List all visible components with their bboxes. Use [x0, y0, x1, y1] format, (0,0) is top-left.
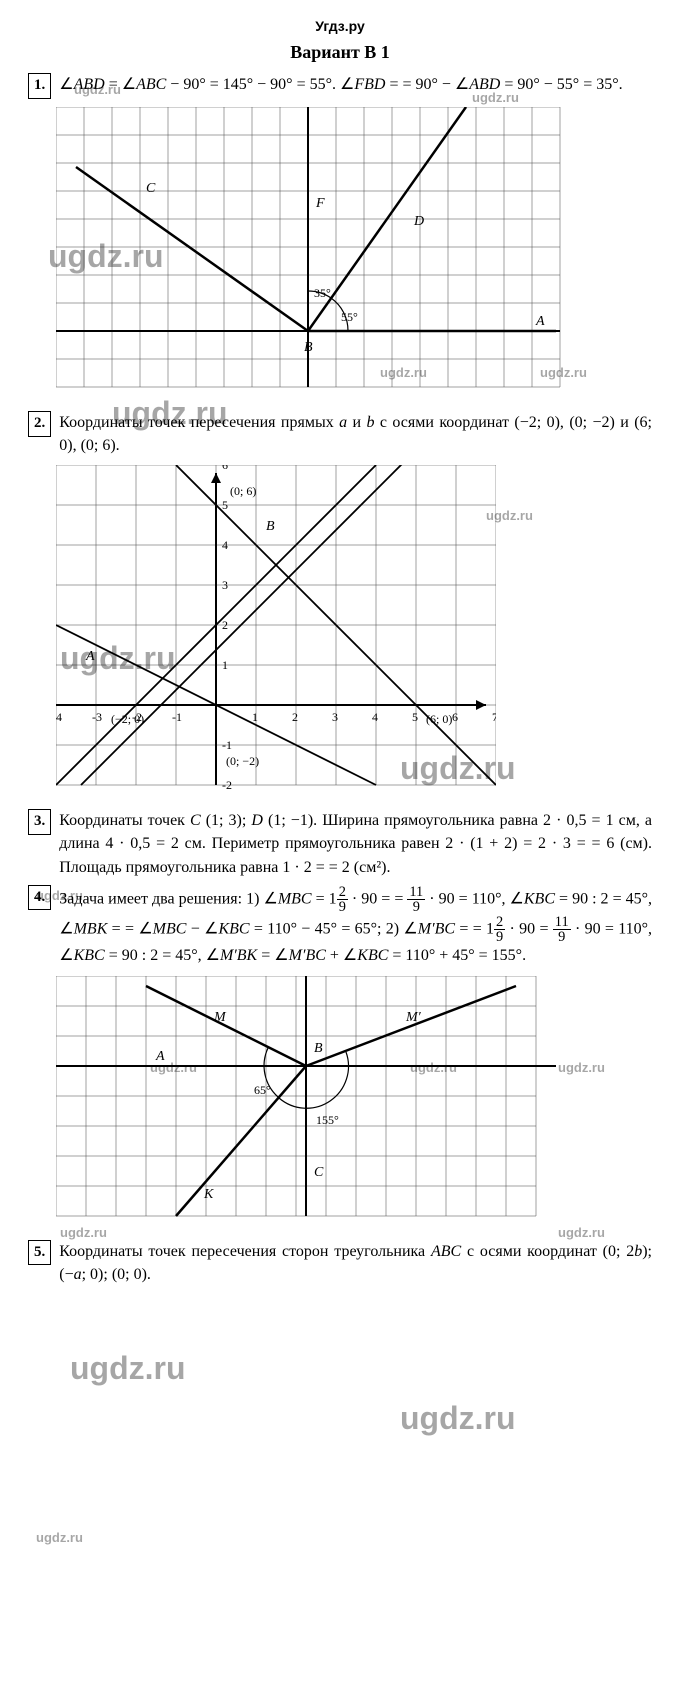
fig3-label-b: B	[314, 1041, 323, 1056]
svg-text:6: 6	[452, 710, 458, 724]
problem-5-num: 5.	[28, 1240, 51, 1266]
problem-4-body: Задача имеет два решения: 1) ∠MBC = 129 …	[59, 885, 652, 968]
fig2-label-0m2: (0; −2)	[226, 754, 259, 768]
fig3-label-k: K	[203, 1187, 214, 1202]
svg-text:7: 7	[492, 710, 496, 724]
svg-text:2: 2	[292, 710, 298, 724]
fig2-label-b: B	[266, 519, 275, 534]
fig3-label-mp: M′	[405, 1010, 422, 1025]
fig3-label-a: A	[155, 1049, 165, 1064]
fig1-label-a: A	[535, 314, 545, 329]
problem-2: 2. Координаты точек пересечения прямых a…	[28, 411, 652, 457]
problem-3: 3. Координаты точек C (1; 3); D (1; −1).…	[28, 809, 652, 879]
watermark: ugdz.ru	[60, 1225, 107, 1240]
figure-1: C F D B A 35° 55°	[56, 107, 652, 397]
svg-text:3: 3	[222, 578, 228, 592]
fig1-label-c: C	[146, 181, 156, 196]
problem-1: 1. ∠ABD = ∠ABC − 90° = 145° − 90° = 55°.…	[28, 73, 652, 99]
fig1-angle-35: 35°	[314, 286, 331, 300]
svg-text:-4: -4	[56, 710, 62, 724]
svg-text:-2: -2	[222, 778, 232, 792]
watermark: ugdz.ru	[70, 1350, 186, 1387]
fig3-angle-155: 155°	[316, 1113, 339, 1127]
svg-text:3: 3	[332, 710, 338, 724]
fig3-angle-65: 65°	[254, 1083, 271, 1097]
problem-5: 5. Координаты точек пересечения сторон т…	[28, 1240, 652, 1286]
svg-text:4: 4	[222, 538, 228, 552]
fig1-angle-55: 55°	[341, 310, 358, 324]
problem-1-num: 1.	[28, 73, 51, 99]
fig2-label-a: A	[85, 649, 95, 664]
problem-4: 4. Задача имеет два решения: 1) ∠MBC = 1…	[28, 885, 652, 968]
watermark: ugdz.ru	[558, 1225, 605, 1240]
variant-title: Вариант В 1	[28, 42, 652, 63]
fig3-label-m: M	[213, 1010, 227, 1025]
fig1-label-b: B	[304, 340, 313, 355]
figure-3-svg: M M′ A B K C 65° 155°	[56, 976, 556, 1226]
svg-text:-2: -2	[132, 710, 142, 724]
problem-2-num: 2.	[28, 411, 51, 437]
fig3-label-c: C	[314, 1165, 324, 1180]
svg-text:4: 4	[372, 710, 378, 724]
figure-2-svg: (0; 6) A B (−2; 0) (0; −2) (6; 0) -4-3-2…	[56, 465, 496, 795]
problem-2-body: Координаты точек пересечения прямых a и …	[59, 411, 652, 457]
site-header: Угдз.ру	[28, 18, 652, 34]
svg-text:2: 2	[222, 618, 228, 632]
watermark: ugdz.ru	[400, 1400, 516, 1437]
figure-3: M M′ A B K C 65° 155°	[56, 976, 652, 1226]
svg-text:-3: -3	[92, 710, 102, 724]
svg-text:1: 1	[252, 710, 258, 724]
figure-2: (0; 6) A B (−2; 0) (0; −2) (6; 0) -4-3-2…	[56, 465, 652, 795]
svg-text:6: 6	[222, 465, 228, 472]
svg-text:1: 1	[222, 658, 228, 672]
fig2-label-06: (0; 6)	[230, 484, 256, 498]
problem-5-body: Координаты точек пересечения сторон треу…	[59, 1240, 652, 1286]
svg-text:-1: -1	[222, 738, 232, 752]
problem-3-num: 3.	[28, 809, 51, 835]
watermark: ugdz.ru	[36, 1530, 83, 1545]
fig2-label-60: (6; 0)	[426, 712, 452, 726]
svg-text:5: 5	[412, 710, 418, 724]
problem-4-num: 4.	[28, 885, 51, 911]
svg-text:5: 5	[222, 498, 228, 512]
problem-3-body: Координаты точек C (1; 3); D (1; −1). Ши…	[59, 809, 652, 879]
svg-text:-1: -1	[172, 710, 182, 724]
fig1-label-f: F	[315, 196, 325, 211]
fig1-label-d: D	[413, 214, 424, 229]
problem-1-body: ∠ABD = ∠ABC − 90° = 145° − 90° = 55°. ∠F…	[59, 73, 652, 96]
figure-1-svg: C F D B A 35° 55°	[56, 107, 576, 397]
